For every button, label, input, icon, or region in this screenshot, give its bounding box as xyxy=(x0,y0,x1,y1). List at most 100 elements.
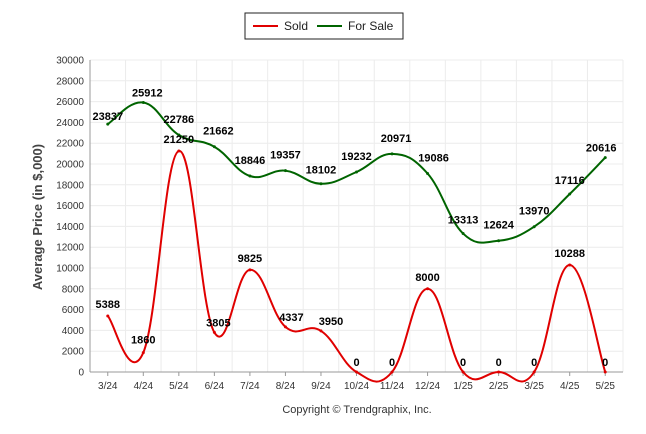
data-point-sold xyxy=(390,370,394,374)
data-point-for-sale xyxy=(106,122,110,126)
y-tick-label: 16000 xyxy=(56,201,84,212)
x-tick-label: 3/24 xyxy=(98,381,118,392)
data-label-sold: 5388 xyxy=(96,299,120,311)
data-label-sold: 0 xyxy=(389,357,395,369)
x-tick-label: 12/24 xyxy=(415,381,440,392)
data-label-sold: 10288 xyxy=(554,248,585,260)
series-lines xyxy=(106,101,607,383)
data-label-for-sale: 12624 xyxy=(483,220,514,232)
data-point-sold xyxy=(426,287,430,291)
y-tick-label: 4000 xyxy=(62,326,85,337)
data-point-sold xyxy=(248,268,252,272)
data-label-for-sale: 13970 xyxy=(519,206,550,218)
x-tick-label: 5/24 xyxy=(169,381,189,392)
data-label-sold: 1860 xyxy=(131,335,155,347)
data-point-sold xyxy=(283,325,287,329)
data-point-for-sale xyxy=(568,192,572,196)
data-point-for-sale xyxy=(355,170,358,174)
copyright-credit: Copyright © Trendgraphix, Inc. xyxy=(282,404,431,416)
data-point-for-sale xyxy=(319,182,323,186)
y-tick-label: 6000 xyxy=(62,305,85,316)
x-tick-label: 11/24 xyxy=(380,381,405,392)
data-label-sold: 0 xyxy=(460,357,466,369)
x-tick-label: 10/24 xyxy=(344,381,369,392)
y-tick-label: 20000 xyxy=(56,160,84,171)
y-tick-label: 30000 xyxy=(56,56,84,67)
data-label-for-sale: 18846 xyxy=(235,155,266,167)
data-point-for-sale xyxy=(426,172,430,176)
series-line-sold xyxy=(106,149,607,383)
data-point-sold xyxy=(141,351,145,355)
data-label-sold: 21250 xyxy=(164,134,195,146)
grid xyxy=(89,59,624,373)
y-tick-label: 24000 xyxy=(56,118,84,129)
x-tick-label: 3/25 xyxy=(524,381,544,392)
data-point-sold xyxy=(568,263,572,267)
data-point-for-sale xyxy=(141,101,145,105)
x-tick-label: 7/24 xyxy=(240,381,260,392)
data-point-sold xyxy=(177,149,181,153)
data-label-sold: 0 xyxy=(496,357,502,369)
y-tick-label: 10000 xyxy=(56,264,84,275)
y-axis-label: Average Price (in $,000) xyxy=(30,144,45,290)
x-tick-label: 2/25 xyxy=(489,381,509,392)
data-point-for-sale xyxy=(177,133,181,137)
data-point-for-sale xyxy=(497,239,501,243)
data-label-for-sale: 18102 xyxy=(306,165,337,177)
data-label-for-sale: 22786 xyxy=(164,114,195,126)
data-label-for-sale: 19086 xyxy=(418,153,449,165)
y-tick-label: 2000 xyxy=(62,347,85,358)
x-tick-label: 8/24 xyxy=(276,381,296,392)
data-point-for-sale xyxy=(532,225,536,229)
y-tick-label: 26000 xyxy=(56,97,84,108)
data-point-sold xyxy=(532,370,536,374)
data-point-for-sale xyxy=(390,152,394,156)
y-tick-label: 22000 xyxy=(56,139,84,150)
data-point-sold xyxy=(355,370,358,374)
data-label-for-sale: 19357 xyxy=(270,150,301,162)
data-label-sold: 9825 xyxy=(238,253,262,265)
data-point-sold xyxy=(603,370,607,374)
data-point-sold xyxy=(461,370,465,374)
data-label-sold: 0 xyxy=(531,357,537,369)
y-tick-label: 18000 xyxy=(56,180,84,191)
data-point-sold xyxy=(497,370,501,374)
data-point-sold xyxy=(212,330,216,334)
data-point-for-sale xyxy=(212,145,216,149)
data-label-for-sale: 17116 xyxy=(555,175,585,187)
y-tick-label: 14000 xyxy=(56,222,84,233)
data-point-sold xyxy=(106,314,110,318)
y-tick-label: 12000 xyxy=(56,243,84,254)
data-label-sold: 3805 xyxy=(206,317,230,329)
x-tick-label: 5/25 xyxy=(595,381,615,392)
x-tick-label: 4/25 xyxy=(560,381,580,392)
y-tick-label: 0 xyxy=(78,368,84,379)
data-label-for-sale: 19232 xyxy=(341,151,372,163)
data-label-for-sale: 20616 xyxy=(586,143,617,155)
y-tick-label: 8000 xyxy=(62,284,85,295)
data-label-for-sale: 20971 xyxy=(381,133,412,145)
data-labels: 5388 1860 21250 3805 9825 4337 3950 0 0 8000 0 0 0 10… xyxy=(92,88,616,369)
data-label-for-sale: 25912 xyxy=(132,88,163,100)
data-label-sold: 0 xyxy=(602,357,608,369)
y-tick-label: 28000 xyxy=(56,76,84,87)
data-label-sold: 0 xyxy=(353,357,359,369)
data-label-for-sale: 21662 xyxy=(203,126,234,138)
data-point-for-sale xyxy=(248,174,252,178)
data-label-sold: 3950 xyxy=(319,316,343,328)
legend[interactable]: Sold For Sale xyxy=(244,12,404,40)
x-tick-label: 6/24 xyxy=(205,381,225,392)
data-label-for-sale: 13313 xyxy=(448,215,479,227)
data-point-for-sale xyxy=(603,156,607,160)
data-point-sold xyxy=(319,329,323,333)
data-point-for-sale xyxy=(283,169,287,173)
legend-label-for-sale[interactable]: For Sale xyxy=(348,19,394,33)
data-label-sold: 8000 xyxy=(415,272,439,284)
x-tick-label: 9/24 xyxy=(311,381,331,392)
data-label-sold: 4337 xyxy=(279,312,303,324)
data-point-for-sale xyxy=(461,232,465,236)
data-label-for-sale: 23837 xyxy=(92,111,123,123)
legend-label-sold[interactable]: Sold xyxy=(284,19,308,33)
x-tick-label: 4/24 xyxy=(134,381,154,392)
